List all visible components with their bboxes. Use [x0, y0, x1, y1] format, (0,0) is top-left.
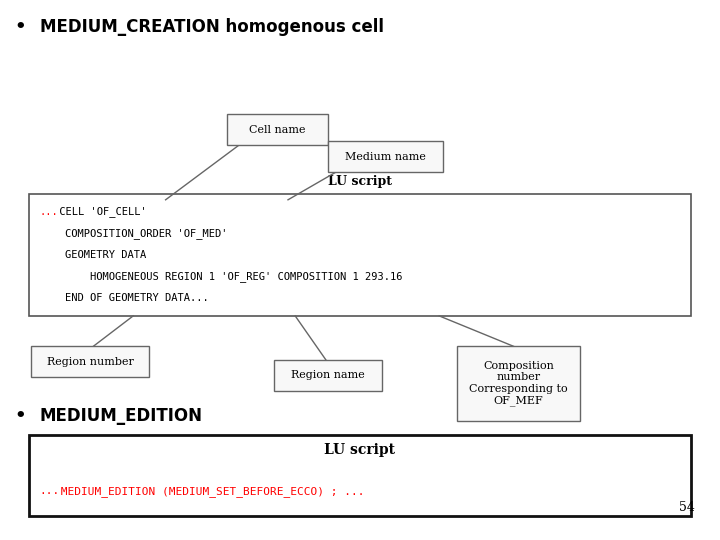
Text: Composition
number
Corresponding to
OF_MEF: Composition number Corresponding to OF_M…	[469, 361, 567, 406]
Text: Region name: Region name	[291, 370, 364, 380]
Text: GEOMETRY DATA: GEOMETRY DATA	[40, 250, 146, 260]
Text: ...: ...	[40, 207, 58, 217]
FancyBboxPatch shape	[457, 346, 580, 421]
Text: HOMOGENEOUS REGION 1 'OF_REG' COMPOSITION 1 293.16: HOMOGENEOUS REGION 1 'OF_REG' COMPOSITIO…	[40, 271, 402, 282]
Text: MEDIUM_EDITION (MEDIUM_SET_BEFORE_ECCO) ; ...: MEDIUM_EDITION (MEDIUM_SET_BEFORE_ECCO) …	[54, 486, 364, 497]
Text: MEDIUM_CREATION homogenous cell: MEDIUM_CREATION homogenous cell	[40, 18, 384, 36]
FancyBboxPatch shape	[30, 346, 150, 377]
Text: •: •	[14, 18, 26, 36]
Text: Cell name: Cell name	[249, 125, 305, 134]
Text: ...: ...	[40, 487, 60, 496]
Text: •: •	[14, 407, 26, 425]
FancyBboxPatch shape	[227, 114, 328, 145]
Text: 54: 54	[679, 501, 695, 514]
FancyBboxPatch shape	[29, 435, 691, 516]
FancyBboxPatch shape	[29, 194, 691, 316]
Text: Medium name: Medium name	[345, 152, 426, 161]
Text: CELL 'OF_CELL': CELL 'OF_CELL'	[53, 206, 147, 217]
Text: COMPOSITION_ORDER 'OF_MED': COMPOSITION_ORDER 'OF_MED'	[40, 228, 227, 239]
Text: MEDIUM_EDITION: MEDIUM_EDITION	[40, 407, 202, 425]
Text: Region number: Region number	[47, 357, 133, 367]
Text: END OF GEOMETRY DATA...: END OF GEOMETRY DATA...	[40, 293, 208, 303]
FancyBboxPatch shape	[274, 360, 382, 391]
FancyBboxPatch shape	[328, 141, 443, 172]
Text: LU script: LU script	[328, 175, 392, 188]
Text: LU script: LU script	[325, 443, 395, 457]
